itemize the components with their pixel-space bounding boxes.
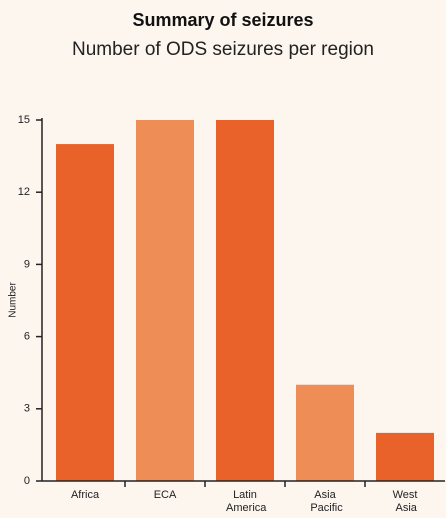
x-tick-label: ECA [154, 489, 177, 501]
y-tick-label: 12 [18, 186, 30, 198]
y-tick-label: 0 [24, 475, 30, 487]
x-tick-label: Africa [71, 489, 100, 501]
y-tick-label: 3 [24, 403, 30, 415]
y-tick-label: 6 [24, 331, 30, 343]
x-tick-label: West Asia [393, 489, 418, 514]
y-axis-label: Number [8, 282, 19, 318]
y-tick-label: 15 [18, 114, 30, 126]
y-tick-label: 9 [24, 258, 30, 270]
chart-subtitle: Number of ODS seizures per region [72, 39, 374, 60]
bar [56, 144, 114, 482]
bar [216, 120, 274, 481]
x-tick-label: Asia Pacific [307, 489, 343, 514]
x-tick-label: Latin America [224, 489, 268, 514]
bar [136, 120, 194, 481]
chart-title: Summary of seizures [132, 10, 313, 30]
bar [376, 432, 434, 481]
bar [296, 384, 354, 481]
